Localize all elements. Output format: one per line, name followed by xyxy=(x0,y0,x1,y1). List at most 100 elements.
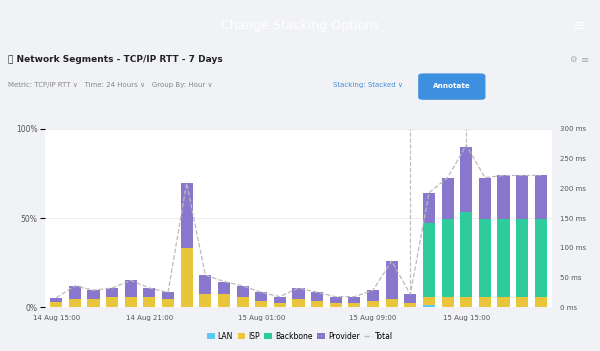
Bar xyxy=(516,176,528,219)
Total xyxy=(71,284,79,288)
Text: Stacking: Stacked ∨: Stacking: Stacked ∨ xyxy=(333,82,405,88)
Total xyxy=(257,290,265,294)
Total xyxy=(407,292,414,297)
Bar xyxy=(404,303,416,307)
Bar xyxy=(106,297,118,307)
Bar xyxy=(88,290,100,299)
Bar xyxy=(442,297,454,307)
Bar xyxy=(367,290,379,301)
Bar xyxy=(106,288,118,297)
Total xyxy=(90,288,97,292)
Text: ⚙: ⚙ xyxy=(569,55,577,64)
Bar xyxy=(349,303,361,307)
Bar xyxy=(181,183,193,248)
Bar xyxy=(218,294,230,307)
Total xyxy=(518,173,526,178)
Bar xyxy=(442,219,454,297)
Total xyxy=(388,259,395,263)
Bar xyxy=(143,297,155,307)
Bar xyxy=(50,302,62,307)
Bar xyxy=(460,297,472,307)
Bar xyxy=(535,176,547,219)
Bar xyxy=(88,299,100,307)
Bar xyxy=(236,297,248,307)
Bar xyxy=(274,303,286,307)
Bar xyxy=(497,176,509,219)
Bar xyxy=(516,297,528,307)
Bar xyxy=(442,178,454,219)
Total xyxy=(239,284,246,288)
Bar xyxy=(292,288,305,299)
Total xyxy=(351,294,358,299)
Text: Change Stacking Options: Change Stacking Options xyxy=(221,19,379,32)
Bar xyxy=(330,297,342,303)
Total xyxy=(53,296,60,300)
Bar xyxy=(367,301,379,307)
Bar xyxy=(218,282,230,294)
Bar xyxy=(423,305,435,307)
FancyBboxPatch shape xyxy=(418,73,485,100)
Total xyxy=(370,288,377,292)
Total xyxy=(164,290,172,294)
Text: Annotate: Annotate xyxy=(433,83,470,89)
Bar xyxy=(255,301,267,307)
Total xyxy=(109,286,116,290)
Bar xyxy=(423,193,435,223)
Bar xyxy=(386,299,398,307)
Legend: LAN, ISP, Backbone, Provider, Total: LAN, ISP, Backbone, Provider, Total xyxy=(204,329,396,344)
Bar xyxy=(460,212,472,297)
Bar xyxy=(460,147,472,212)
Total xyxy=(202,273,209,277)
Total xyxy=(220,279,227,284)
Bar xyxy=(535,219,547,297)
Total xyxy=(463,143,470,147)
Total xyxy=(127,278,134,283)
Bar xyxy=(162,292,174,299)
Bar xyxy=(497,219,509,297)
Bar xyxy=(330,303,342,307)
Bar xyxy=(311,292,323,301)
Bar xyxy=(423,297,435,305)
Bar xyxy=(143,288,155,297)
Total xyxy=(425,191,433,195)
Bar xyxy=(311,301,323,307)
Text: 📊 Network Segments - TCP/IP RTT - 7 Days: 📊 Network Segments - TCP/IP RTT - 7 Days xyxy=(8,55,223,64)
Bar xyxy=(349,297,361,303)
Bar xyxy=(236,286,248,297)
Total xyxy=(183,181,190,185)
Total xyxy=(537,173,544,178)
Bar xyxy=(125,297,137,307)
Bar xyxy=(386,261,398,299)
Line: Total: Total xyxy=(56,145,541,298)
Total xyxy=(295,286,302,290)
Bar xyxy=(479,178,491,219)
Text: ≡: ≡ xyxy=(581,55,589,65)
Bar xyxy=(69,299,81,307)
Text: ≡: ≡ xyxy=(572,18,585,33)
Bar xyxy=(479,297,491,307)
Bar xyxy=(404,294,416,303)
Total xyxy=(146,286,153,290)
Bar xyxy=(479,219,491,297)
Total xyxy=(500,173,507,178)
Bar xyxy=(181,248,193,307)
Bar xyxy=(162,299,174,307)
Bar xyxy=(423,223,435,297)
Bar xyxy=(497,297,509,307)
Total xyxy=(314,290,321,294)
Bar xyxy=(125,280,137,297)
Bar xyxy=(274,297,286,303)
Bar xyxy=(255,292,267,301)
Bar xyxy=(199,294,211,307)
Bar xyxy=(535,297,547,307)
Total xyxy=(332,294,340,299)
Bar xyxy=(516,219,528,297)
Bar xyxy=(199,275,211,294)
Bar xyxy=(50,298,62,302)
Text: Metric: TCP/IP RTT ∨   Time: 24 Hours ∨   Group By: Hour ∨: Metric: TCP/IP RTT ∨ Time: 24 Hours ∨ Gr… xyxy=(8,82,217,88)
Total xyxy=(481,176,488,180)
Bar xyxy=(292,299,305,307)
Bar xyxy=(69,286,81,299)
Total xyxy=(276,294,283,299)
Total xyxy=(444,176,451,180)
